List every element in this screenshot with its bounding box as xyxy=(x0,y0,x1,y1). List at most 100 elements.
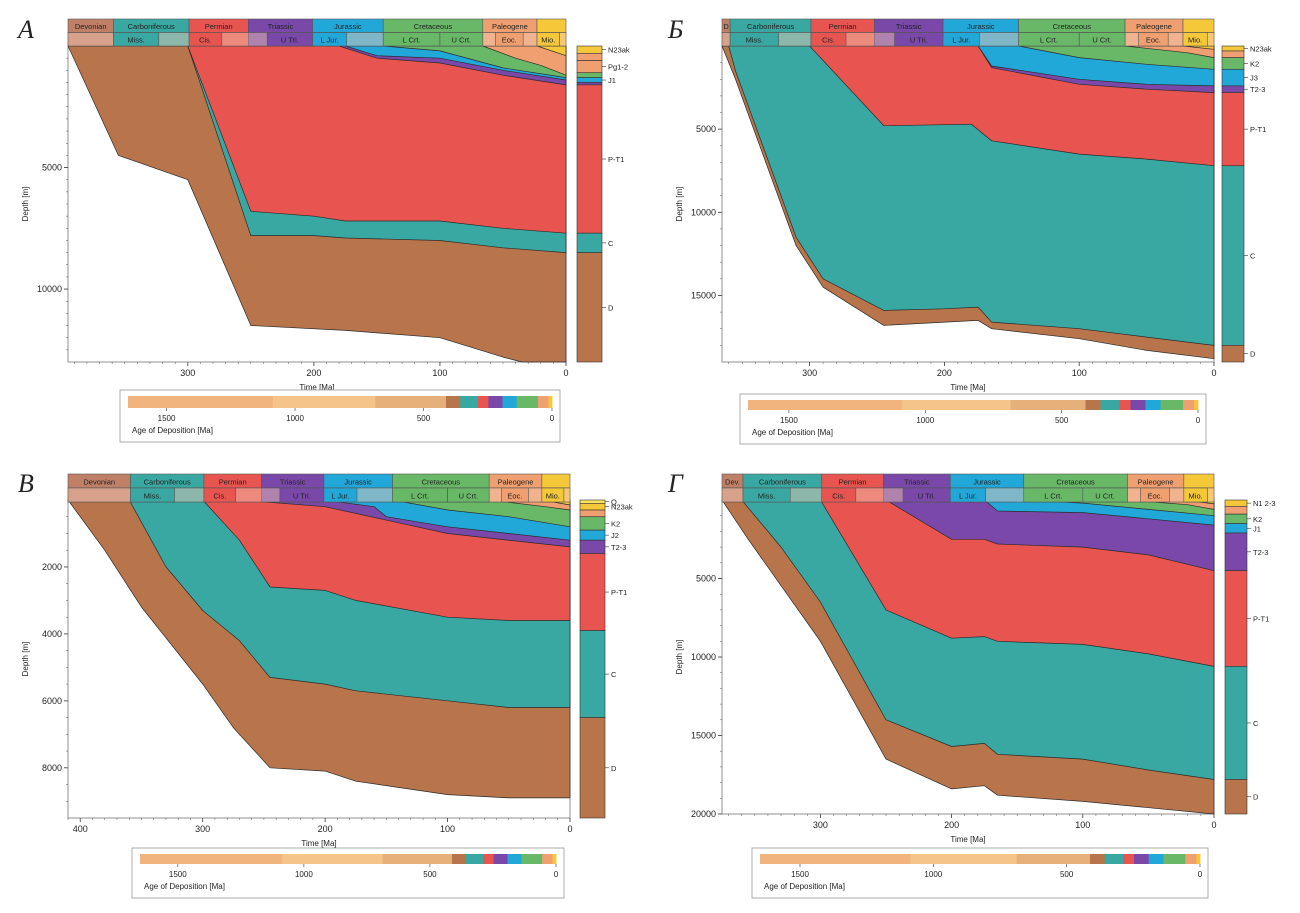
color-bar-segment xyxy=(428,396,433,408)
color-bar-segment xyxy=(1046,854,1051,864)
color-bar-segment xyxy=(504,854,508,864)
color-bar-segment xyxy=(1024,854,1029,864)
color-bar-segment xyxy=(481,396,486,408)
color-bar-segment xyxy=(998,854,1003,864)
color-bar-segment xyxy=(840,854,845,864)
epoch-cell xyxy=(942,32,980,47)
color-bar-segment xyxy=(195,854,200,864)
color-bar-segment xyxy=(1134,854,1139,864)
color-bar-segment xyxy=(1141,854,1146,864)
color-bar-segment xyxy=(145,396,150,408)
color-bar-segment xyxy=(202,854,207,864)
color-bar-segment xyxy=(268,854,273,864)
color-bar-tick-label: 1500 xyxy=(158,414,176,423)
x-tick-label: 200 xyxy=(937,368,952,378)
color-bar-segment xyxy=(223,854,228,864)
color-bar-segment xyxy=(1071,854,1076,864)
epoch-label: L Crt. xyxy=(411,492,429,501)
color-bar-segment xyxy=(499,396,503,408)
color-bar-segment xyxy=(804,854,809,864)
column-label: Q xyxy=(611,498,617,507)
color-bar-segment xyxy=(340,396,344,408)
color-bar-segment xyxy=(830,400,835,410)
column-unit xyxy=(1221,345,1245,363)
period-label: D xyxy=(723,22,729,31)
color-bar-segment xyxy=(1060,854,1065,864)
color-bar-segment xyxy=(483,854,488,864)
color-bar-segment xyxy=(488,396,493,408)
color-bar-segment xyxy=(1115,400,1120,410)
color-bar-segment xyxy=(1025,400,1030,410)
color-bar-segment xyxy=(778,854,783,864)
column-unit xyxy=(1221,50,1245,58)
y-tick-label: 2000 xyxy=(42,562,62,572)
color-bar-segment xyxy=(150,854,155,864)
epoch-label: L Crt. xyxy=(403,36,421,45)
color-bar-segment xyxy=(216,396,221,408)
y-tick-label: 5000 xyxy=(42,163,62,173)
color-bar-segment xyxy=(325,396,330,408)
color-bar-segment xyxy=(140,854,144,864)
color-bar-segment xyxy=(185,854,189,864)
period-label: Paleogene xyxy=(498,478,534,487)
color-bar-segment xyxy=(251,396,256,408)
column-unit xyxy=(579,503,606,511)
color-bar-segment xyxy=(417,854,422,864)
color-bar-segment xyxy=(535,854,540,864)
color-bar-segment xyxy=(910,854,915,864)
color-bar-segment xyxy=(991,854,996,864)
column-unit xyxy=(579,539,606,554)
color-bar-segment xyxy=(905,400,910,410)
color-bar-segment xyxy=(448,854,453,864)
column-label: K2 xyxy=(611,519,620,528)
color-bar-segment xyxy=(272,396,277,408)
column-unit xyxy=(1221,85,1245,93)
color-bar-segment xyxy=(476,854,481,864)
epoch-label: U Crt. xyxy=(452,36,472,45)
color-bar-segment xyxy=(171,854,176,864)
column-label: C xyxy=(1253,719,1259,728)
color-bar-segment xyxy=(864,400,869,410)
color-bar-segment xyxy=(544,396,549,408)
y-tick-label: 10000 xyxy=(691,652,716,662)
color-bar-segment xyxy=(530,396,535,408)
color-bar-segment xyxy=(1093,400,1098,410)
epoch-label: Eoc. xyxy=(1146,36,1161,45)
color-bar-segment xyxy=(348,854,352,864)
period-label: Carboniferous xyxy=(747,22,794,31)
color-bar-segment xyxy=(181,396,185,408)
epoch-label: U Tri. xyxy=(281,36,299,45)
color-bar-label: Age of Deposition [Ma] xyxy=(132,426,213,435)
color-bar-segment xyxy=(506,396,510,408)
color-bar-segment xyxy=(318,396,323,408)
color-bar-segment xyxy=(219,854,224,864)
epoch-cell xyxy=(1082,487,1128,503)
color-bar-segment xyxy=(892,854,897,864)
burial-chart-c: В Devonian Carboniferous Permian Triassic Jur… xyxy=(18,469,633,899)
color-bar-segment xyxy=(327,854,332,864)
color-bar-segment xyxy=(445,854,449,864)
color-bar-segment xyxy=(1089,400,1094,410)
color-bar-segment xyxy=(1013,854,1018,864)
color-bar-segment xyxy=(1115,854,1120,864)
color-bar-segment xyxy=(316,854,321,864)
column-unit xyxy=(576,252,603,363)
color-bar-segment xyxy=(313,854,318,864)
color-bar-segment xyxy=(1029,400,1034,410)
color-bar-segment xyxy=(859,854,864,864)
color-bar-segment xyxy=(980,854,985,864)
color-bar-segment xyxy=(1149,400,1154,410)
period-label: Cretaceous xyxy=(1056,478,1095,487)
color-bar-tick-label: 1000 xyxy=(295,870,313,879)
period-label: Permian xyxy=(829,22,857,31)
column-label: Pg1-2 xyxy=(608,63,628,72)
color-bar-segment xyxy=(240,854,245,864)
color-bar-segment xyxy=(980,400,985,410)
color-bar-segment xyxy=(271,854,276,864)
burial-layers xyxy=(67,45,567,363)
color-bar-segment xyxy=(851,854,856,864)
color-bar-segment xyxy=(1033,400,1038,410)
burial-history-panel-a: А Devonian Carboniferous Permian Triassic Jur… xyxy=(0,0,650,455)
color-bar-segment xyxy=(463,396,468,408)
color-bar-segment xyxy=(755,400,760,410)
